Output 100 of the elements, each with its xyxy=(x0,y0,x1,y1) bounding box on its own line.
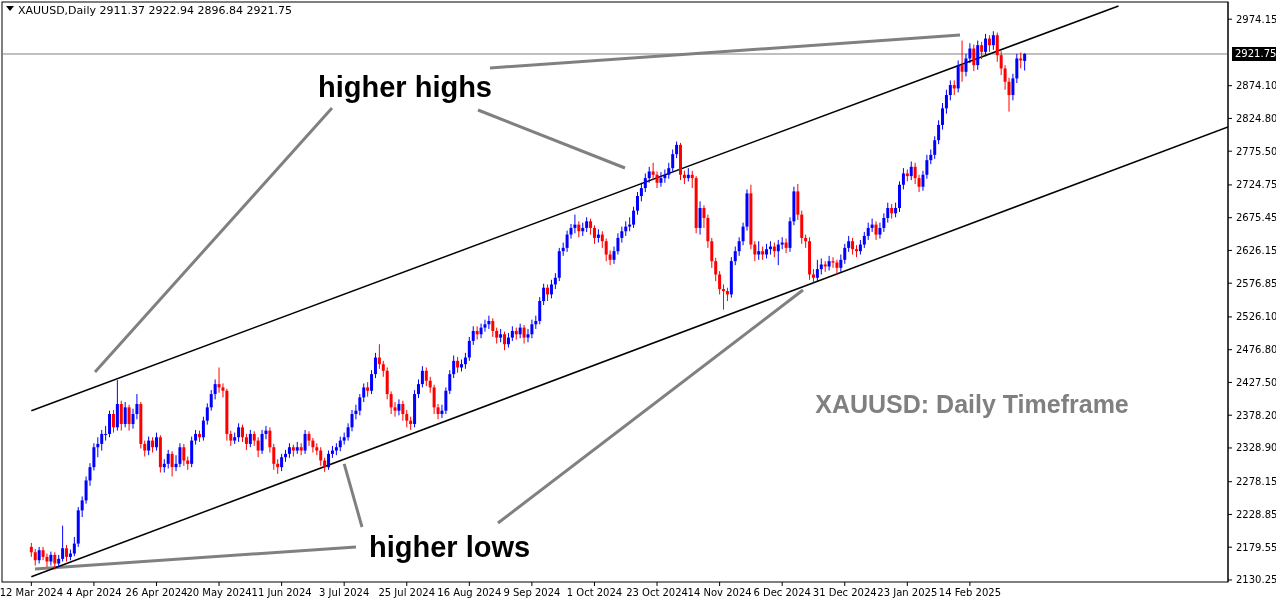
candlestick xyxy=(475,325,479,341)
y-tick-label: 2874.10 xyxy=(1236,80,1276,92)
candlestick xyxy=(327,450,331,471)
y-tick-label: 2378.20 xyxy=(1236,409,1276,421)
candlestick xyxy=(604,238,608,262)
candlestick xyxy=(643,172,647,193)
candlestick xyxy=(487,315,491,330)
candlestick xyxy=(111,409,115,434)
candlestick xyxy=(104,425,108,442)
candlestick xyxy=(655,170,659,189)
annotation: higher lows xyxy=(369,531,531,563)
candlestick xyxy=(72,536,76,557)
candlestick xyxy=(530,319,534,339)
candlestick xyxy=(698,200,702,236)
y-tick-label: 2476.80 xyxy=(1236,344,1276,356)
y-tick-label: 2824.80 xyxy=(1236,112,1276,124)
x-tick-label: 14 Feb 2025 xyxy=(938,587,1002,598)
candlestick xyxy=(538,296,542,325)
candlestick xyxy=(358,393,362,416)
y-tick-label: 2775.50 xyxy=(1236,145,1276,157)
candlestick xyxy=(972,44,976,72)
candlestick xyxy=(416,378,420,399)
x-tick-label: 31 Dec 2024 xyxy=(812,587,877,598)
candlestick xyxy=(960,40,964,83)
candlestick xyxy=(119,400,123,432)
candlestick xyxy=(843,243,847,265)
candlestick xyxy=(995,32,999,63)
candlestick xyxy=(127,404,131,432)
candlestick xyxy=(776,239,780,266)
candlestick xyxy=(307,430,311,447)
candlestick xyxy=(898,180,901,213)
candlestick xyxy=(108,410,112,438)
candlestick xyxy=(377,343,381,370)
chart-title: XAUUSD,Daily 2911.37 2922.94 2896.84 2921.75 xyxy=(18,4,292,17)
candlestick xyxy=(796,183,800,221)
candlestick xyxy=(632,206,636,229)
candlestick xyxy=(61,525,65,563)
y-tick-label: 2675.45 xyxy=(1236,212,1276,224)
x-tick-label: 9 Sep 2024 xyxy=(503,587,561,598)
y-tick-label: 2626.15 xyxy=(1236,244,1276,256)
candlestick xyxy=(592,224,596,245)
candlestick xyxy=(714,257,718,282)
candlestick xyxy=(432,384,436,415)
candlestick xyxy=(123,401,127,428)
y-tick-label: 2228.85 xyxy=(1236,508,1276,520)
x-tick-label: 23 Jan 2025 xyxy=(877,587,938,598)
candlestick xyxy=(362,382,366,403)
candlestick xyxy=(319,446,323,467)
candlestick xyxy=(479,323,483,339)
candlestick xyxy=(49,551,53,567)
candlestick xyxy=(526,328,530,343)
y-tick-label: 2974.15 xyxy=(1236,13,1276,25)
candlestick xyxy=(956,59,960,93)
candlestick xyxy=(784,238,788,254)
candlestick xyxy=(115,379,119,432)
candlestick xyxy=(976,40,980,71)
candlestick xyxy=(991,30,995,51)
ref-line-label: 2921.75 xyxy=(1235,48,1276,60)
candlestick xyxy=(178,442,182,468)
candlestick xyxy=(800,210,804,245)
y-tick-label: 2724.75 xyxy=(1236,179,1276,191)
y-tick-label: 2576.85 xyxy=(1236,277,1276,289)
candlestick xyxy=(522,324,526,345)
candlestick xyxy=(256,436,260,458)
candlestick xyxy=(147,436,151,456)
candlestick xyxy=(542,283,546,306)
candlestick xyxy=(941,102,945,131)
candlestick xyxy=(401,400,405,422)
candlestick xyxy=(303,429,307,455)
candlestick xyxy=(182,443,186,467)
candlestick xyxy=(370,369,374,395)
x-tick-label: 11 Jun 2024 xyxy=(251,587,312,598)
x-tick-label: 26 Apr 2024 xyxy=(125,587,188,598)
x-tick-label: 3 Jul 2024 xyxy=(319,587,370,598)
candlestick xyxy=(190,436,194,468)
candlestick xyxy=(397,398,401,416)
candlestick xyxy=(757,240,761,261)
candlestick xyxy=(909,160,913,181)
candlestick xyxy=(260,429,264,455)
candlestick xyxy=(671,149,675,172)
candlestick xyxy=(205,402,209,426)
x-tick-label: 23 Oct 2024 xyxy=(626,587,688,598)
y-tick-label: 2179.55 xyxy=(1236,541,1276,553)
candlestick xyxy=(467,336,471,362)
candlestick xyxy=(217,366,221,394)
annotation: XAUUSD: Daily Timeframe xyxy=(815,390,1129,418)
candlestick xyxy=(424,366,428,387)
candlestick xyxy=(166,449,170,469)
candlestick xyxy=(100,429,104,452)
candlestick xyxy=(663,168,667,184)
x-tick-label: 1 Oct 2024 xyxy=(566,587,623,598)
y-tick-label: 2130.25 xyxy=(1236,574,1276,586)
candlestick xyxy=(733,246,737,266)
x-tick-label: 20 May 2024 xyxy=(186,587,252,598)
candlestick xyxy=(964,53,968,77)
candlestick xyxy=(835,259,839,275)
candlestick xyxy=(452,355,456,379)
x-tick-label: 25 Jul 2024 xyxy=(378,587,436,598)
candlestick xyxy=(937,119,941,145)
candlestick xyxy=(471,325,475,346)
